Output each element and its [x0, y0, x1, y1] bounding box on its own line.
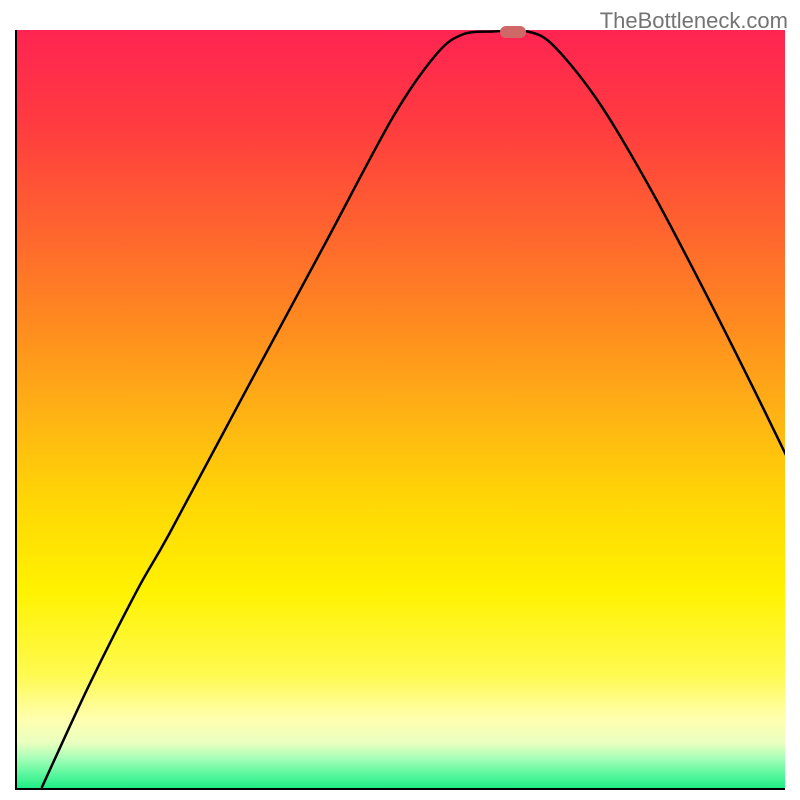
optimal-point-marker	[500, 26, 526, 38]
chart-plot-area	[15, 30, 785, 790]
chart-container: TheBottleneck.com	[0, 0, 800, 800]
bottleneck-curve	[17, 30, 785, 788]
watermark-text: TheBottleneck.com	[600, 8, 788, 34]
